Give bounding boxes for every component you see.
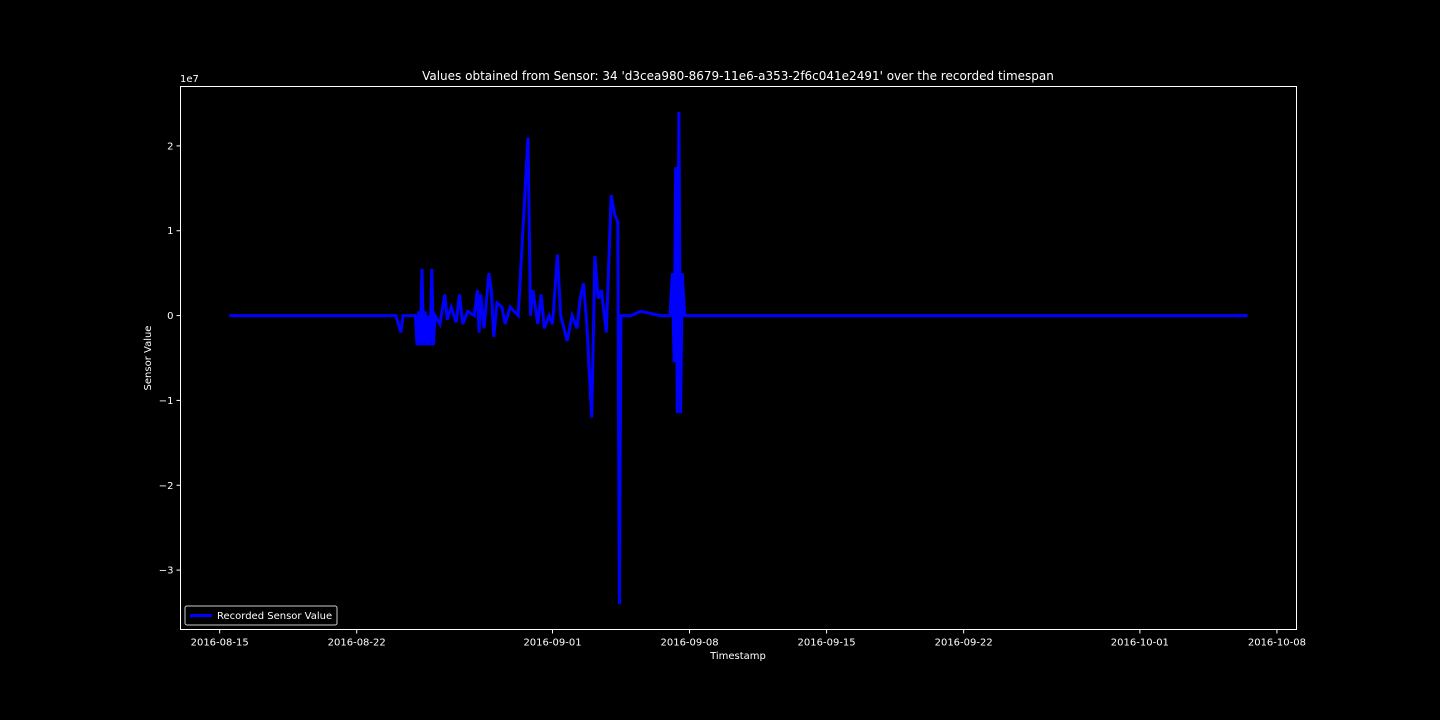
- chart-title: Values obtained from Sensor: 34 'd3cea98…: [422, 69, 1054, 83]
- x-tick-label: 2016-09-15: [798, 638, 856, 649]
- x-tick-label: 2016-10-01: [1111, 638, 1169, 649]
- legend-label: Recorded Sensor Value: [217, 611, 332, 622]
- x-axis-label: Timestamp: [709, 651, 766, 662]
- y-tick-label: 1: [167, 226, 173, 237]
- x-tick-label: 2016-09-22: [935, 638, 993, 649]
- series-layer: [229, 111, 1248, 605]
- plot-area: [180, 86, 1297, 630]
- y-tick-label: −3: [159, 566, 174, 577]
- y-tick-label: 2: [167, 141, 173, 152]
- y-tick-label: −2: [159, 481, 174, 492]
- y-axis: 2 1 0 −1 −2 −3: [159, 141, 181, 577]
- x-tick-label: 2016-08-22: [328, 638, 386, 649]
- x-axis: 2016-08-15 2016-08-22 2016-09-01 2016-09-08…: [191, 629, 1306, 649]
- y-tick-label: −1: [159, 396, 174, 407]
- y-tick-label: 0: [167, 311, 173, 322]
- x-tick-label: 2016-09-08: [660, 638, 718, 649]
- y-axis-offset-label: 1e7: [180, 74, 199, 85]
- legend-box: [184, 605, 338, 626]
- legend: Recorded Sensor Value: [184, 605, 338, 626]
- series-line: [229, 111, 1248, 605]
- x-tick-label: 2016-09-01: [523, 638, 581, 649]
- x-tick-label: 2016-08-15: [191, 638, 249, 649]
- plot-border: [180, 86, 1297, 630]
- y-axis-label: Sensor Value: [143, 326, 154, 391]
- x-tick-label: 2016-10-08: [1248, 638, 1306, 649]
